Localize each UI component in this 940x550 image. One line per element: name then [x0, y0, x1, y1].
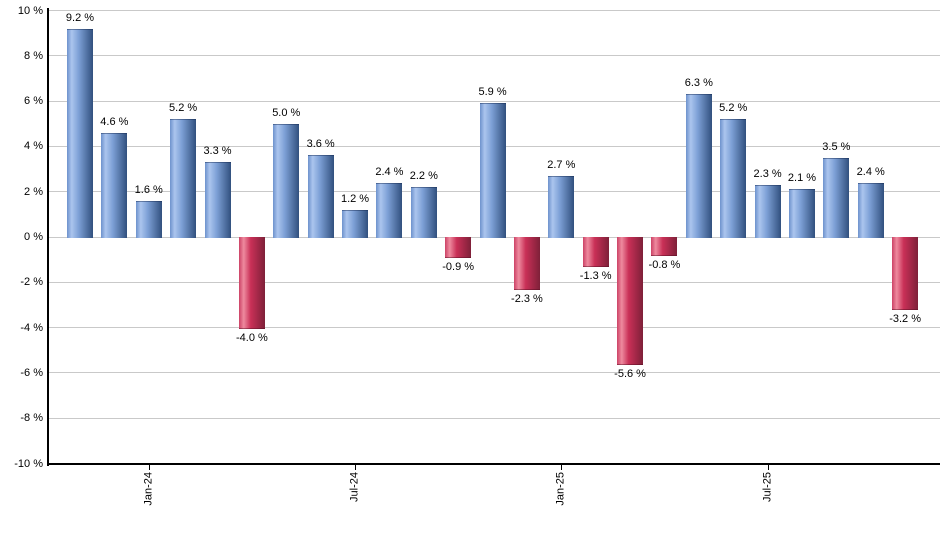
bar-value-label: 5.0 % — [272, 106, 301, 119]
bar-Sep-24 — [410, 187, 437, 238]
bar-Jul-25 — [754, 184, 781, 238]
bar-value-label: 6.3 % — [684, 77, 713, 90]
bar-Nov-24 — [479, 103, 506, 238]
bar-value-label: 5.2 % — [719, 102, 748, 115]
bar-value-label: -2.3 % — [511, 293, 543, 306]
x-tick-Jul-24 — [355, 463, 357, 470]
bar-value-label: 3.6 % — [306, 138, 335, 151]
bar-Jan-24 — [135, 200, 162, 238]
bar-value-label: 2.2 % — [409, 170, 438, 183]
bar-Jan-25 — [548, 175, 575, 238]
y-tick-label: 2 % — [24, 185, 43, 198]
bar-Mar-24 — [204, 162, 231, 238]
y-tick-label: 0 % — [24, 231, 43, 243]
bar-value-label: -4.0 % — [235, 331, 268, 344]
bar-value-label: 1.6 % — [134, 183, 163, 196]
bar-value-label: -5.6 % — [614, 367, 646, 380]
bar-value-label: 2.3 % — [753, 167, 782, 180]
gridline-6pct — [48, 100, 940, 102]
gridline--8pct — [48, 417, 940, 419]
bar-value-label: 2.1 % — [787, 172, 817, 185]
bar-value-label: -0.9 % — [442, 261, 475, 274]
bar-May-24 — [273, 123, 300, 238]
y-tick-label: -2 % — [20, 276, 43, 289]
bar-value-label: 2.4 % — [856, 165, 885, 178]
gridline--4pct — [48, 327, 940, 329]
y-axis-line — [47, 8, 49, 466]
bar-value-label: 3.5 % — [822, 140, 851, 153]
bar-Mar-25 — [617, 237, 644, 365]
y-tick-label: -8 % — [20, 412, 43, 425]
bar-May-25 — [685, 94, 712, 238]
bar-value-label: 5.2 % — [169, 102, 198, 115]
x-tick-label: Jan-24 — [142, 471, 155, 506]
bar-Aug-24 — [376, 182, 403, 238]
bar-Oct-25 — [857, 182, 884, 238]
bar-Jul-24 — [342, 209, 369, 238]
bar-value-label: 4.6 % — [100, 115, 129, 128]
bar-Dec-24 — [513, 237, 540, 291]
x-axis-line — [47, 462, 940, 465]
bar-Feb-25 — [582, 237, 609, 268]
gridline-10pct — [48, 10, 940, 11]
bar-Sep-25 — [823, 157, 850, 238]
y-tick-label: -6 % — [20, 366, 43, 379]
bar-Dec-23 — [101, 132, 128, 238]
gridline--2pct — [48, 281, 940, 283]
bar-Apr-25 — [651, 237, 678, 257]
y-tick-label: 4 % — [24, 140, 43, 153]
bar-Nov-25 — [892, 237, 919, 311]
x-tick-Jan-24 — [148, 463, 150, 470]
bar-Jun-24 — [307, 155, 334, 238]
x-tick-label: Jan-25 — [554, 471, 567, 506]
bar-value-label: -3.2 % — [889, 313, 921, 326]
bar-value-label: 3.3 % — [203, 145, 232, 158]
gridline-8pct — [48, 55, 940, 57]
bar-Apr-24 — [238, 237, 265, 329]
x-tick-label: Jul-24 — [348, 471, 361, 502]
y-tick-label: 8 % — [24, 49, 43, 62]
y-tick-label: 6 % — [24, 95, 43, 108]
x-tick-label: Jul-25 — [761, 471, 774, 502]
bar-Jun-25 — [720, 119, 747, 238]
bar-Oct-24 — [445, 237, 472, 259]
bar-value-label: 5.9 % — [478, 86, 507, 99]
gridline--6pct — [48, 372, 940, 374]
y-tick-label: 10 % — [17, 4, 43, 17]
bar-value-label: -1.3 % — [579, 270, 612, 283]
bar-value-label: 2.7 % — [547, 158, 576, 171]
y-tick-label: -4 % — [20, 321, 43, 334]
bar-value-label: 9.2 % — [65, 11, 95, 24]
y-tick-label: -10 % — [14, 457, 43, 470]
x-tick-Jan-25 — [561, 463, 563, 470]
bar-value-label: 1.2 % — [340, 192, 370, 205]
bar-value-label: -0.8 % — [648, 259, 681, 272]
x-tick-Jul-25 — [767, 463, 769, 470]
bar-Nov-23 — [67, 28, 93, 238]
bar-value-label: 2.4 % — [375, 165, 404, 178]
bar-Feb-24 — [170, 119, 197, 238]
bar-Aug-25 — [788, 189, 815, 238]
